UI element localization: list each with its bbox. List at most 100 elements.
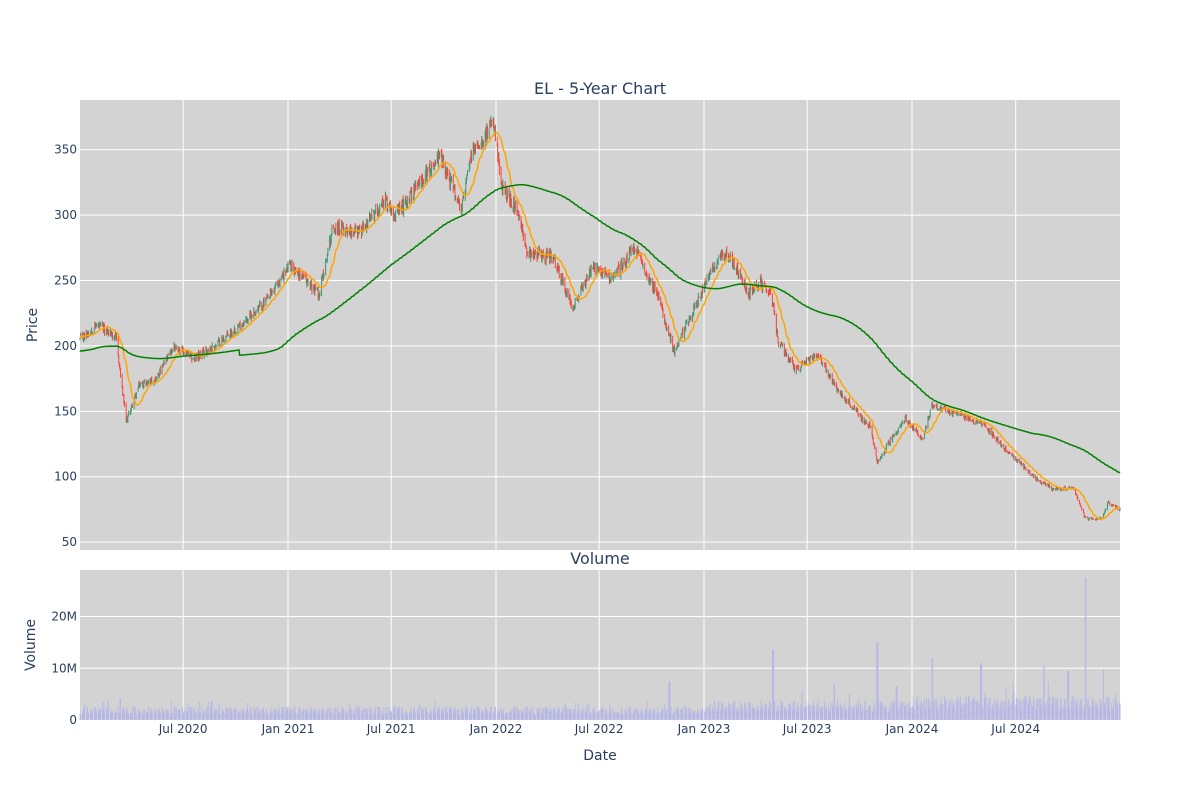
volume-bar [1104,707,1106,720]
volume-bar [434,699,436,720]
volume-bar [1056,696,1058,720]
volume-bar [487,711,488,720]
volume-bar [186,714,188,720]
volume-bar [262,711,264,720]
volume-bar [167,711,169,720]
volume-bar [281,707,283,720]
volume-bar [215,708,217,720]
volume-bar [905,705,907,720]
volume-bar [289,711,291,720]
volume-bar [490,714,492,720]
volume-bar [435,713,437,720]
volume-bar [923,701,925,720]
volume-bar [110,708,112,720]
volume-bar [166,710,168,720]
volume-bar [863,710,865,720]
volume-bar [201,707,203,720]
volume-bar [462,714,464,720]
volume-bar [697,712,699,720]
volume-bar [827,704,829,720]
volume-bar [1024,696,1026,720]
volume-bar [1020,710,1022,720]
volume-bar [708,706,710,720]
volume-bar [346,712,348,720]
volume-bar [750,706,752,720]
volume-bar [1095,702,1096,720]
volume-bar [621,711,623,720]
volume-bar [473,709,475,720]
volume-bar [929,701,931,720]
volume-bar [371,714,373,720]
volume-bar [745,707,747,720]
volume-bar [485,712,487,720]
volume-bar [1107,709,1109,720]
volume-bar [574,708,576,720]
volume-bar [948,703,949,720]
volume-bar [672,714,674,720]
volume-bar [793,708,795,720]
volume-bar [88,712,90,720]
volume-bar [979,702,981,720]
volume-bar [941,703,943,720]
volume-bar [873,701,875,720]
volume-bar [291,709,293,720]
volume-bar [654,708,655,720]
volume-bar [548,709,550,720]
volume-bar [1067,670,1069,720]
volume-bar [486,708,488,720]
volume-bar [826,706,828,720]
volume-bar [833,683,835,720]
volume-bar [406,712,408,720]
volume-bar [553,708,555,720]
volume-bar [502,711,504,720]
volume-bar [1017,699,1018,720]
volume-bar [614,714,616,720]
volume-bar [749,702,751,720]
volume-bar [93,707,95,720]
volume-bar [460,708,462,720]
volume-bar [418,712,419,720]
volume-bar [638,714,640,720]
volume-bar [1027,704,1029,720]
volume-bar [345,712,347,720]
volume-bar [924,698,926,720]
volume-bar [545,709,547,720]
volume-bar [951,698,953,720]
volume-bar [298,706,300,720]
volume-bar [325,709,327,720]
volume-bar [572,713,574,720]
volume-bar [182,707,184,720]
volume-bar [131,712,133,720]
volume-bar [836,700,838,720]
volume-bar [478,706,480,720]
volume-bar [94,707,96,720]
volume-bar [638,712,639,720]
volume-bar [123,707,125,720]
volume-bar [163,711,165,720]
volume-bar [601,707,602,720]
volume-bar [968,700,970,720]
volume-bar [664,713,666,720]
volume-bar [209,706,211,720]
date-x-tick-label: Jul 2021 [366,722,416,736]
volume-bar [542,708,544,720]
volume-bar [110,711,112,720]
volume-bar [920,710,922,720]
volume-bar [724,709,726,720]
volume-bar [1119,703,1120,720]
volume-bar [432,709,434,720]
volume-bar [343,708,345,720]
volume-bar [601,709,603,720]
volume-bar [141,713,143,720]
volume-bar [698,714,700,720]
volume-bar [760,708,761,720]
volume-bar [830,702,832,720]
volume-bar [729,705,731,720]
volume-bar [1001,699,1002,720]
volume-bar [1101,704,1103,720]
volume-bar [317,713,319,720]
volume-bar [353,713,355,720]
volume-bar [952,703,953,720]
volume-bar [267,713,269,720]
volume-bar [1004,700,1006,720]
